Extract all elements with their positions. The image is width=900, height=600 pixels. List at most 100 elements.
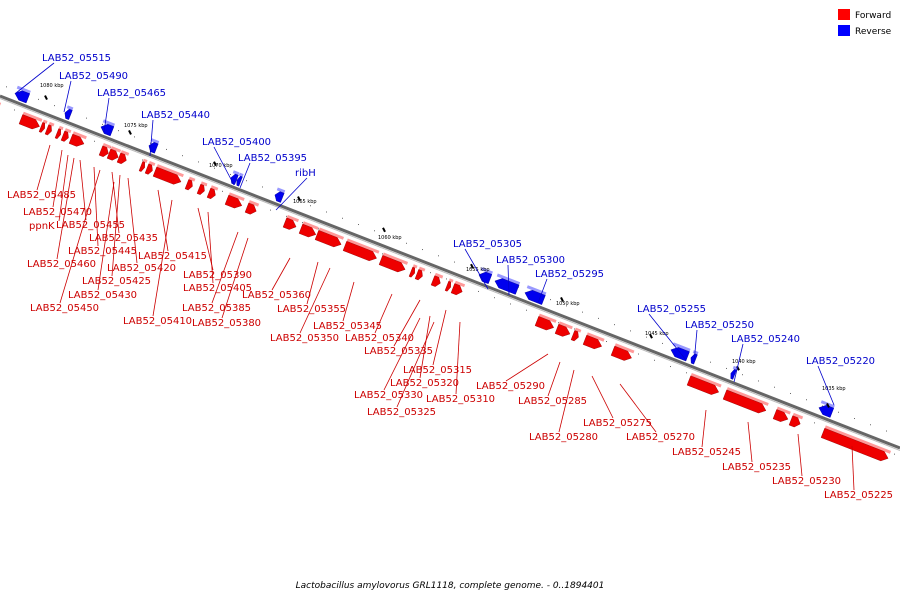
- reverse-gene-label[interactable]: LAB52_05515: [42, 53, 111, 64]
- forward-gene-arrow[interactable]: [144, 161, 156, 175]
- forward-gene-label[interactable]: LAB52_05435: [89, 233, 158, 244]
- forward-gene-arrow[interactable]: [116, 150, 130, 165]
- forward-gene-arrow[interactable]: [722, 387, 769, 415]
- forward-gene-label[interactable]: LAB52_05330: [354, 390, 423, 401]
- reverse-gene-label[interactable]: LAB52_05220: [806, 356, 875, 367]
- forward-gene-arrow[interactable]: [196, 181, 208, 195]
- forward-gene-label[interactable]: LAB52_05485: [7, 190, 76, 201]
- forward-gene-arrow[interactable]: [106, 146, 122, 162]
- forward-gene-label[interactable]: LAB52_05350: [270, 333, 339, 344]
- forward-gene-label[interactable]: LAB52_05355: [277, 304, 346, 315]
- forward-gene-arrow[interactable]: [98, 143, 112, 158]
- forward-gene-arrow[interactable]: [206, 185, 219, 200]
- forward-gene-label[interactable]: LAB52_05325: [367, 407, 436, 418]
- forward-gene-label[interactable]: LAB52_05280: [529, 432, 598, 443]
- forward-leader-line: [157, 189, 169, 252]
- reverse-gene-label[interactable]: LAB52_05250: [685, 320, 754, 331]
- forward-gene-arrow[interactable]: [282, 215, 299, 231]
- forward-gene-label[interactable]: LAB52_05405: [183, 283, 252, 294]
- reverse-gene-arrow[interactable]: [99, 119, 116, 137]
- forward-gene-arrow[interactable]: [244, 200, 260, 216]
- forward-gene-label[interactable]: LAB52_05285: [518, 396, 587, 407]
- forward-gene-arrow[interactable]: [54, 125, 64, 140]
- forward-gene-label[interactable]: LAB52_05450: [30, 303, 99, 314]
- forward-gene-label[interactable]: LAB52_05310: [426, 394, 495, 405]
- forward-gene-arrow[interactable]: [820, 425, 892, 463]
- forward-gene-label[interactable]: LAB52_05390: [183, 270, 252, 281]
- forward-gene-label[interactable]: LAB52_05345: [313, 321, 382, 332]
- forward-gene-arrow[interactable]: [60, 128, 72, 142]
- forward-gene-label[interactable]: LAB52_05415: [138, 251, 207, 262]
- forward-gene-label[interactable]: LAB52_05420: [107, 263, 176, 274]
- forward-gene-label[interactable]: LAB52_05425: [82, 276, 151, 287]
- forward-gene-label[interactable]: LAB52_05455: [56, 220, 125, 231]
- reverse-gene-arrow[interactable]: [147, 138, 160, 154]
- forward-gene-arrow[interactable]: [378, 252, 409, 275]
- forward-gene-label[interactable]: ppnK: [29, 221, 55, 232]
- reverse-gene-label[interactable]: LAB52_05395: [238, 153, 307, 164]
- forward-gene-arrow[interactable]: [554, 321, 573, 338]
- forward-gene-label[interactable]: LAB52_05320: [390, 378, 459, 389]
- forward-gene-arrow[interactable]: [44, 121, 55, 136]
- forward-gene-label[interactable]: LAB52_05340: [345, 333, 414, 344]
- forward-gene-arrow[interactable]: [408, 264, 418, 278]
- reverse-gene-label[interactable]: LAB52_05295: [535, 269, 604, 280]
- reverse-gene-label[interactable]: LAB52_05305: [453, 239, 522, 250]
- forward-gene-arrow[interactable]: [686, 373, 722, 397]
- reverse-gene-label[interactable]: LAB52_05400: [202, 137, 271, 148]
- forward-gene-label[interactable]: LAB52_05410: [123, 316, 192, 327]
- forward-gene-arrow[interactable]: [610, 343, 635, 362]
- forward-gene-arrow[interactable]: [788, 412, 804, 429]
- reverse-gene-label[interactable]: LAB52_05490: [59, 71, 128, 82]
- forward-gene-label[interactable]: LAB52_05245: [672, 447, 741, 458]
- forward-gene-label[interactable]: LAB52_05385: [182, 303, 251, 314]
- reverse-gene-arrow[interactable]: [273, 187, 286, 203]
- forward-gene-label[interactable]: LAB52_05445: [68, 246, 137, 257]
- forward-gene-label[interactable]: LAB52_05380: [192, 318, 261, 329]
- forward-gene-arrow[interactable]: [152, 164, 184, 186]
- forward-gene-arrow[interactable]: [0, 99, 2, 115]
- reverse-gene-label[interactable]: LAB52_05465: [97, 88, 166, 99]
- forward-gene-arrow[interactable]: [18, 111, 43, 131]
- forward-gene-label[interactable]: LAB52_05470: [23, 207, 92, 218]
- forward-gene-label[interactable]: LAB52_05335: [364, 346, 433, 357]
- forward-gene-arrow[interactable]: [444, 278, 454, 292]
- forward-gene-arrow[interactable]: [138, 158, 148, 173]
- reverse-gene-arrow[interactable]: [13, 85, 31, 104]
- forward-gene-arrow[interactable]: [342, 238, 380, 262]
- forward-gene-arrow[interactable]: [772, 406, 791, 424]
- forward-gene-arrow[interactable]: [534, 313, 557, 333]
- reverse-gene-arrow[interactable]: [235, 172, 244, 187]
- forward-gene-label[interactable]: LAB52_05225: [824, 490, 893, 501]
- reverse-gene-label[interactable]: LAB52_05300: [496, 255, 565, 266]
- forward-gene-label[interactable]: LAB52_05315: [403, 365, 472, 376]
- forward-gene-arrow[interactable]: [298, 221, 319, 239]
- forward-gene-label[interactable]: LAB52_05275: [583, 418, 652, 429]
- forward-gene-label[interactable]: LAB52_05230: [772, 476, 841, 487]
- reverse-gene-label[interactable]: ribH: [295, 168, 316, 179]
- reverse-gene-arrow[interactable]: [669, 342, 691, 362]
- reverse-gene-label[interactable]: LAB52_05240: [731, 334, 800, 345]
- reverse-gene-arrow[interactable]: [63, 105, 74, 120]
- forward-gene-label[interactable]: LAB52_05270: [626, 432, 695, 443]
- forward-gene-arrow-front-face: [408, 266, 415, 278]
- forward-gene-arrow[interactable]: [184, 176, 196, 191]
- forward-gene-label[interactable]: LAB52_05360: [242, 290, 311, 301]
- reverse-gene-arrow[interactable]: [817, 400, 835, 418]
- forward-gene-arrow[interactable]: [414, 266, 426, 281]
- forward-gene-arrow[interactable]: [68, 131, 87, 148]
- forward-gene-label[interactable]: LAB52_05235: [722, 462, 791, 473]
- forward-gene-label[interactable]: LAB52_05460: [27, 259, 96, 270]
- reverse-gene-label[interactable]: LAB52_05440: [141, 110, 210, 121]
- forward-gene-arrow[interactable]: [570, 327, 582, 342]
- reverse-gene-label[interactable]: LAB52_05255: [637, 304, 706, 315]
- forward-gene-arrow[interactable]: [430, 272, 444, 288]
- forward-gene-label[interactable]: LAB52_05290: [476, 381, 545, 392]
- forward-gene-arrow[interactable]: [38, 119, 48, 134]
- forward-gene-label[interactable]: LAB52_05430: [68, 290, 137, 301]
- forward-gene-arrow[interactable]: [224, 192, 245, 210]
- forward-gene-arrow[interactable]: [450, 280, 466, 297]
- forward-gene-arrow[interactable]: [314, 227, 345, 250]
- forward-gene-arrow[interactable]: [582, 332, 605, 351]
- reverse-gene-arrow[interactable]: [477, 267, 494, 285]
